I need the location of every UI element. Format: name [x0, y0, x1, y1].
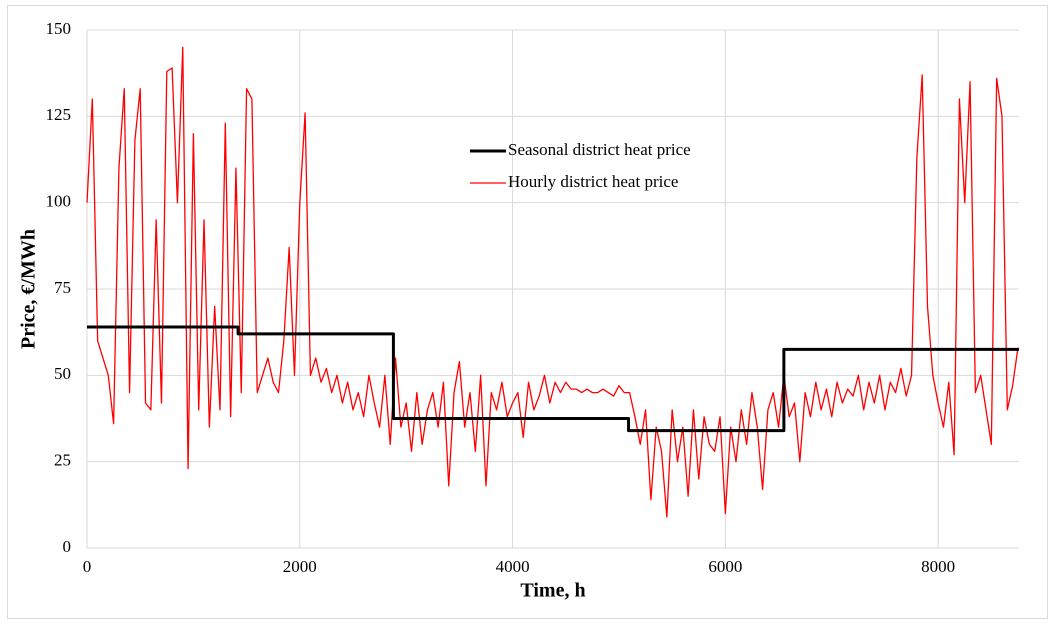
y-tick-label: 100	[46, 192, 72, 211]
y-tick-label: 25	[54, 451, 71, 470]
x-tick-label: 0	[83, 557, 92, 576]
series-line	[87, 325, 1019, 433]
legend-label: Seasonal district heat price	[508, 140, 691, 159]
y-tick-label: 150	[46, 19, 72, 38]
legend-label: Hourly district heat price	[508, 172, 678, 191]
series-line	[86, 46, 1019, 518]
y-tick-label: 125	[46, 105, 72, 124]
x-tick-label: 4000	[496, 557, 530, 576]
x-tick-label: 8000	[921, 557, 955, 576]
y-tick-label: 75	[54, 278, 71, 297]
x-tick-label: 6000	[708, 557, 742, 576]
y-tick-label: 0	[63, 537, 72, 556]
y-axis-title: Price, €/MWh	[18, 229, 40, 349]
x-axis-title: Time, h	[520, 580, 585, 602]
x-tick-label: 2000	[283, 557, 317, 576]
y-tick-label: 50	[54, 364, 71, 383]
